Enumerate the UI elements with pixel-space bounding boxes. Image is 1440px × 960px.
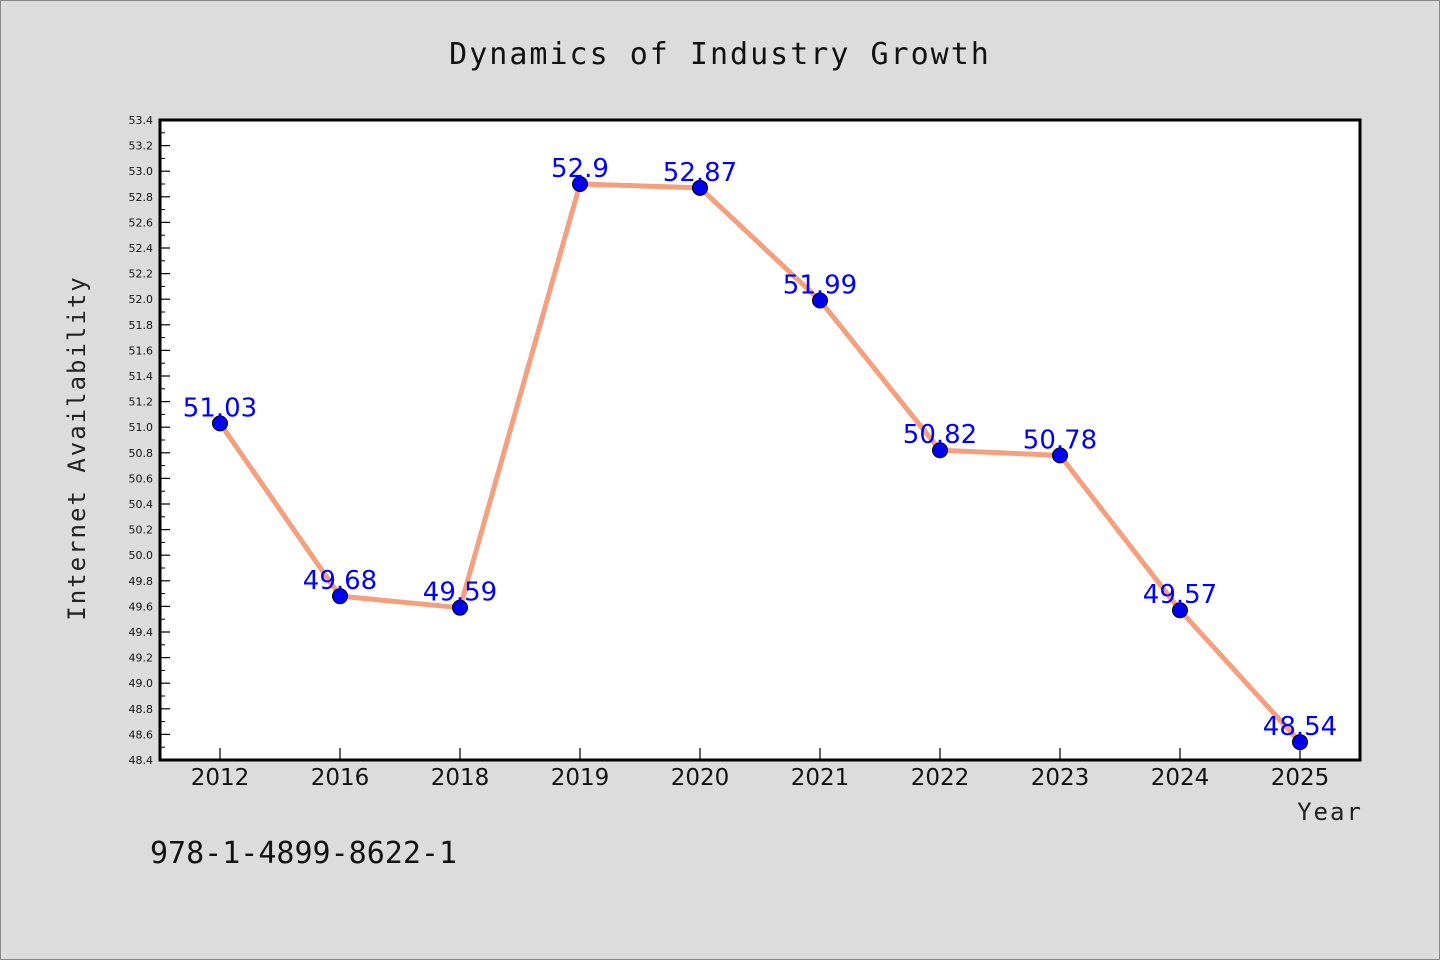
x-tick-label: 2019 xyxy=(551,765,610,791)
data-label: 49.57 xyxy=(1143,580,1217,610)
y-tick-label: 48.4 xyxy=(129,754,154,767)
data-point xyxy=(1292,734,1308,751)
y-axis-label: Internet Availability xyxy=(63,275,91,620)
data-label: 49.68 xyxy=(303,566,377,596)
x-tick-label: 2021 xyxy=(791,765,850,791)
data-label: 49.59 xyxy=(423,578,497,608)
y-tick-label: 50.8 xyxy=(129,447,154,460)
data-label: 51.99 xyxy=(783,270,857,300)
x-axis-ticks: 2012 2016 2018 2019 2020 2021 2022 2023 2024 2025 xyxy=(191,748,1330,791)
y-tick-label: 49.8 xyxy=(129,575,154,588)
data-label: 48.54 xyxy=(1263,712,1337,742)
y-tick-label: 51.4 xyxy=(129,370,154,383)
data-label: 50.82 xyxy=(903,420,977,450)
data-point xyxy=(1172,602,1188,619)
x-tick-label: 2016 xyxy=(311,765,370,791)
y-tick-label: 50.0 xyxy=(129,549,154,562)
chart-title: Dynamics of Industry Growth xyxy=(449,37,991,72)
data-label: 52.9 xyxy=(551,154,609,184)
y-tick-label: 52.6 xyxy=(129,216,154,229)
y-tick-label: 52.4 xyxy=(129,242,154,255)
y-tick-label: 51.0 xyxy=(129,421,154,434)
plot-frame xyxy=(158,118,1362,762)
y-tick-label: 50.6 xyxy=(129,472,154,485)
data-label: 52.87 xyxy=(663,158,737,188)
data-labels-group: 51.03 49.68 49.59 52.9 52.87 51.99 50.82 50.78 4… xyxy=(183,154,1337,742)
y-tick-label: 51.8 xyxy=(129,319,154,332)
plot-area xyxy=(160,120,1360,760)
y-tick-label: 49.2 xyxy=(129,652,154,665)
data-point xyxy=(1052,447,1068,464)
y-tick-label: 53.0 xyxy=(129,165,154,178)
y-tick-label: 50.4 xyxy=(129,498,154,511)
y-tick-label: 49.4 xyxy=(129,626,154,639)
x-tick-label: 2020 xyxy=(671,765,730,791)
data-point xyxy=(932,442,948,459)
data-label: 50.78 xyxy=(1023,425,1097,455)
data-point xyxy=(692,179,708,196)
data-point xyxy=(332,588,348,605)
y-axis-ticks: 48.4 48.6 48.8 49.0 49.2 49.4 49.6 49.8 50.0 50.2… xyxy=(129,114,170,767)
y-tick-label: 52.2 xyxy=(129,268,154,281)
y-tick-label: 49.6 xyxy=(129,600,154,613)
y-tick-label: 53.2 xyxy=(129,140,154,153)
x-axis-label: Year xyxy=(1297,798,1363,826)
x-tick-label: 2023 xyxy=(1031,765,1090,791)
series-group xyxy=(212,176,1308,751)
y-tick-label: 48.6 xyxy=(129,728,154,741)
y-tick-label: 51.2 xyxy=(129,396,154,409)
x-tick-label: 2024 xyxy=(1151,765,1210,791)
x-tick-label: 2025 xyxy=(1271,765,1330,791)
x-tick-label: 2018 xyxy=(431,765,490,791)
footer-identifier: 978-1-4899-8622-1 xyxy=(150,836,457,871)
y-tick-label: 52.8 xyxy=(129,191,154,204)
y-tick-label: 49.0 xyxy=(129,677,154,690)
y-tick-label: 50.2 xyxy=(129,524,154,537)
series-line xyxy=(217,181,1303,745)
x-tick-label: 2022 xyxy=(911,765,970,791)
data-label: 51.03 xyxy=(183,393,257,423)
y-tick-label: 52.0 xyxy=(129,293,154,306)
data-point xyxy=(452,599,468,616)
y-tick-label: 53.4 xyxy=(129,114,154,127)
data-point xyxy=(572,176,588,192)
y-tick-label: 51.6 xyxy=(129,344,154,357)
y-tick-label: 48.8 xyxy=(129,703,154,716)
data-point xyxy=(812,292,828,309)
x-tick-label: 2012 xyxy=(191,765,250,791)
data-point xyxy=(212,415,228,432)
